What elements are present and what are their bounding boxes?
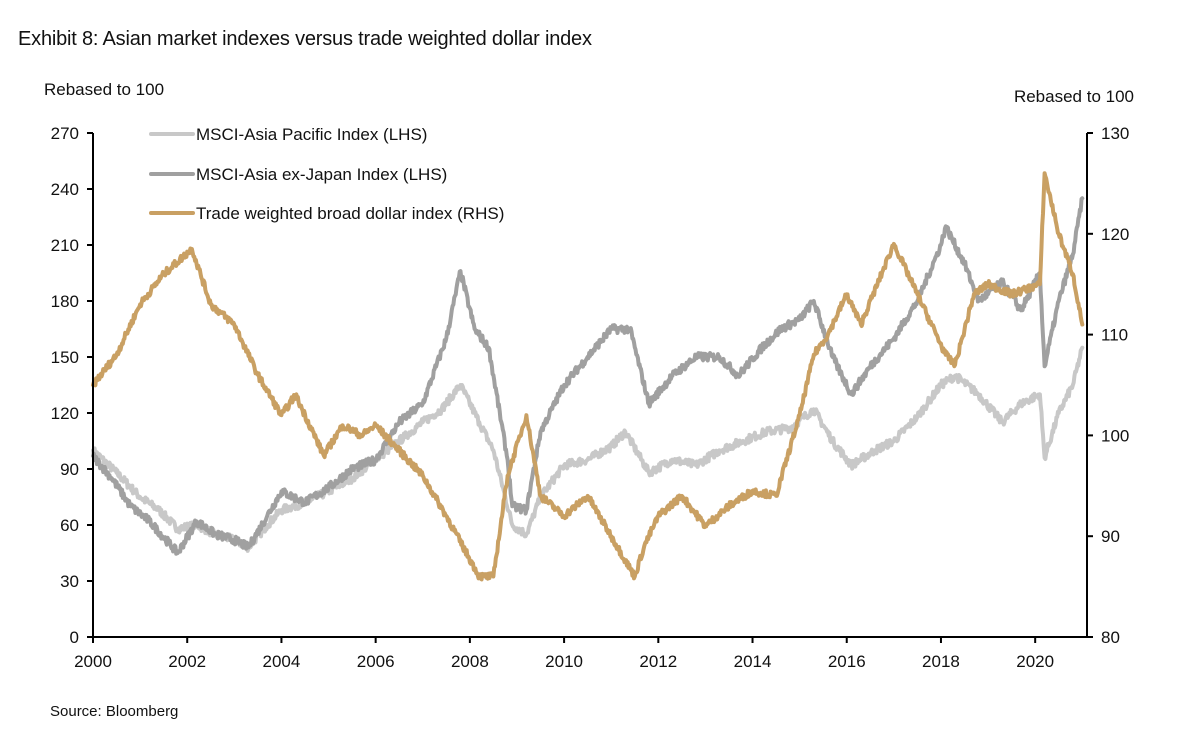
x-tick-label: 2008	[451, 652, 489, 671]
legend-label: MSCI-Asia Pacific Index (LHS)	[196, 125, 427, 144]
right-y-tick-label: 80	[1101, 628, 1120, 647]
left-y-tick-label: 180	[51, 292, 79, 311]
chart-title: Exhibit 8: Asian market indexes versus t…	[18, 28, 592, 50]
left-axis-title: Rebased to 100	[44, 80, 165, 99]
legend: MSCI-Asia Pacific Index (LHS) MSCI-Asia e…	[149, 125, 504, 223]
left-y-tick-label: 210	[51, 236, 79, 255]
left-y-tick-label: 60	[60, 516, 79, 535]
series-layer	[91, 171, 1085, 582]
left-y-tick-label: 240	[51, 180, 79, 199]
left-y-tick-label: 270	[51, 124, 79, 143]
x-tick-label: 2016	[828, 652, 866, 671]
left-y-tick-label: 150	[51, 348, 79, 367]
right-y-tick-label: 120	[1101, 225, 1129, 244]
legend-label: MSCI-Asia ex-Japan Index (LHS)	[196, 165, 447, 184]
left-y-tick-label: 120	[51, 404, 79, 423]
x-tick-label: 2004	[263, 652, 301, 671]
x-tick-label: 2006	[357, 652, 395, 671]
left-y-tick-label: 0	[70, 628, 79, 647]
right-y-tick-label: 130	[1101, 124, 1129, 143]
right-y-tick-label: 110	[1101, 326, 1128, 345]
series-line-0	[91, 345, 1085, 553]
left-y-tick-label: 90	[60, 460, 79, 479]
x-tick-label: 2012	[639, 652, 677, 671]
x-tick-label: 2010	[545, 652, 583, 671]
right-y-tick-label: 100	[1101, 426, 1129, 445]
x-tick-label: 2000	[74, 652, 112, 671]
axes-layer: 0 30 60 90 120 150 180 210 240 270 80 90 100 110 120 13…	[51, 124, 1130, 671]
series-line-2	[91, 171, 1085, 582]
left-y-tick-label: 30	[60, 572, 79, 591]
x-tick-label: 2002	[168, 652, 206, 671]
x-tick-label: 2020	[1016, 652, 1054, 671]
right-y-tick-label: 90	[1101, 527, 1120, 546]
x-tick-label: 2018	[922, 652, 960, 671]
x-tick-label: 2014	[734, 652, 772, 671]
legend-label: Trade weighted broad dollar index (RHS)	[196, 204, 504, 223]
right-axis-title: Rebased to 100	[1013, 87, 1134, 106]
source-note: Source: Bloomberg	[50, 703, 179, 720]
